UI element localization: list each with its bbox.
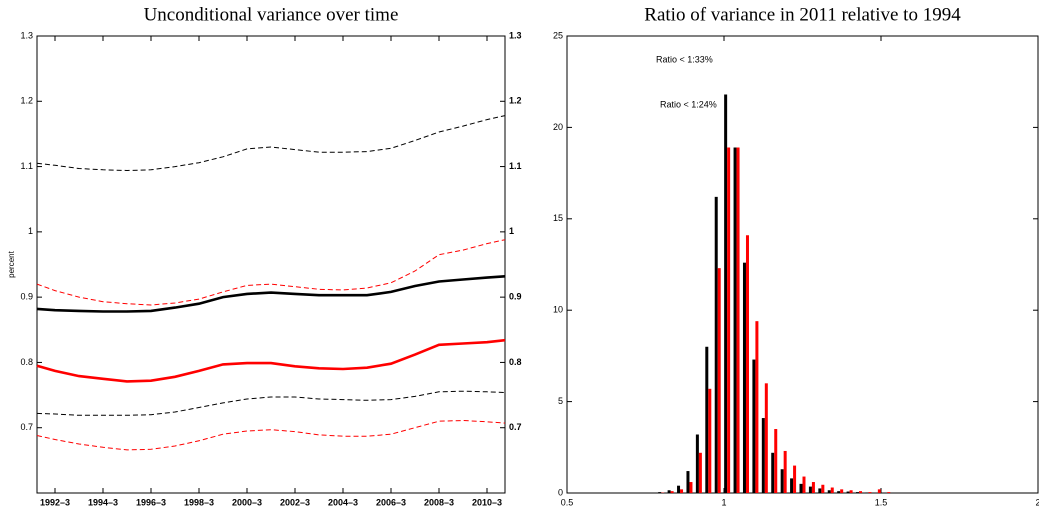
y-tick-label: 0.8 xyxy=(20,357,33,367)
bar xyxy=(830,487,834,493)
y-tick-label-right: 0.7 xyxy=(509,422,522,432)
x-tick-label: 2002–3 xyxy=(280,497,310,507)
x-tick-label: 1 xyxy=(721,497,726,507)
bar xyxy=(840,489,844,493)
y-tick-label-right: 1 xyxy=(509,226,514,236)
bar xyxy=(670,491,674,493)
series-line xyxy=(36,390,506,416)
bar xyxy=(736,147,740,493)
bar xyxy=(827,490,831,493)
bar xyxy=(865,492,869,493)
bar xyxy=(783,450,787,493)
x-tick-label: 2006–3 xyxy=(376,497,406,507)
bar xyxy=(742,262,746,493)
y-tick-label-right: 0.8 xyxy=(509,357,522,367)
y-tick-label-right: 1.1 xyxy=(509,161,522,171)
bar xyxy=(680,489,684,493)
x-tick-label: 2 xyxy=(1035,497,1039,507)
bar xyxy=(727,147,731,493)
y-tick-label-right: 0.9 xyxy=(509,292,522,302)
bar xyxy=(780,469,784,493)
bar xyxy=(790,478,794,493)
x-tick-label: 2008–3 xyxy=(424,497,454,507)
plot-frame xyxy=(36,35,506,494)
bar xyxy=(802,476,806,493)
bar xyxy=(868,492,872,493)
x-tick-label: 1998–3 xyxy=(184,497,214,507)
bar xyxy=(667,490,671,493)
bar xyxy=(793,465,797,493)
y-tick-label: 15 xyxy=(553,213,563,223)
bar xyxy=(818,488,822,493)
bar xyxy=(705,346,709,493)
y-tick-label-right: 1.2 xyxy=(509,96,522,106)
bar xyxy=(755,321,759,493)
plot-frame xyxy=(566,35,1039,494)
y-tick-label: 25 xyxy=(553,30,563,40)
bar xyxy=(887,492,891,493)
bar xyxy=(695,434,699,493)
chart-title: Unconditional variance over time xyxy=(144,4,399,25)
bar xyxy=(808,486,812,493)
y-tick-label-right: 1.3 xyxy=(509,30,522,40)
bar xyxy=(714,196,718,493)
bar xyxy=(856,492,860,493)
bar xyxy=(771,452,775,493)
series-line xyxy=(36,419,506,451)
x-tick-label: 1994–3 xyxy=(88,497,118,507)
chart-title: Ratio of variance in 2011 relative to 19… xyxy=(644,4,961,25)
y-tick-label: 20 xyxy=(553,122,563,132)
y-tick-label: 10 xyxy=(553,305,563,315)
bar xyxy=(733,147,737,493)
x-tick-label: 1992–3 xyxy=(40,497,70,507)
bar xyxy=(745,235,749,493)
bar xyxy=(724,94,728,493)
bar xyxy=(677,485,681,493)
bar xyxy=(859,491,863,493)
bar xyxy=(708,388,712,493)
x-tick-label: 1996–3 xyxy=(136,497,166,507)
y-tick-label: 1 xyxy=(28,226,33,236)
bar xyxy=(774,429,778,493)
x-tick-label: 1.5 xyxy=(875,497,888,507)
series-line xyxy=(36,338,506,383)
bar xyxy=(811,482,815,493)
annotation: Ratio < 1:24% xyxy=(660,99,717,109)
y-axis-label: percent xyxy=(7,250,16,277)
bar xyxy=(837,491,841,493)
series-line xyxy=(36,115,506,172)
y-tick-label: 1.3 xyxy=(20,30,33,40)
bar xyxy=(717,268,721,493)
bar xyxy=(799,483,803,493)
y-tick-label: 5 xyxy=(558,396,563,406)
series-line xyxy=(36,275,506,313)
annotation: Ratio < 1:33% xyxy=(656,54,713,64)
bar xyxy=(658,492,662,493)
y-tick-label: 0 xyxy=(558,487,563,497)
x-tick-label: 2010–3 xyxy=(472,497,502,507)
x-tick-label: 2000–3 xyxy=(232,497,262,507)
bar xyxy=(689,482,693,493)
bar xyxy=(846,491,850,493)
bar xyxy=(698,452,702,493)
y-tick-label: 0.7 xyxy=(20,422,33,432)
bar xyxy=(761,418,765,493)
bar xyxy=(849,490,853,493)
y-tick-label: 0.9 xyxy=(20,292,33,302)
y-tick-label: 1.1 xyxy=(20,161,33,171)
bar xyxy=(764,383,768,493)
bar xyxy=(686,471,690,493)
x-tick-label: 0.5 xyxy=(561,497,574,507)
bar xyxy=(877,489,881,493)
series-line xyxy=(36,239,506,306)
y-tick-label: 1.2 xyxy=(20,96,33,106)
bar xyxy=(752,359,756,493)
x-tick-label: 2004–3 xyxy=(328,497,358,507)
bar xyxy=(821,484,825,493)
